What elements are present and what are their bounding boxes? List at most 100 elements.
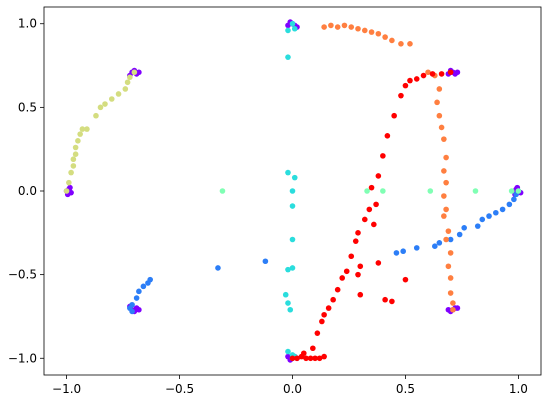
scatter-point	[285, 169, 291, 176]
scatter-point	[285, 54, 291, 60]
scatter-point	[285, 27, 291, 34]
x-tick-label: 0.0	[283, 382, 302, 396]
scatter-point	[425, 69, 431, 76]
scatter-point	[454, 305, 461, 311]
scatter-point	[407, 41, 413, 47]
scatter-point	[486, 213, 492, 219]
scatter-point	[441, 136, 447, 142]
scatter-point	[115, 91, 122, 97]
scatter-point	[339, 275, 346, 281]
scatter-point	[456, 231, 463, 238]
scatter-point	[303, 355, 309, 362]
x-tick-label: 0.5	[396, 382, 415, 396]
scatter-point	[493, 209, 499, 216]
scatter-point	[357, 263, 364, 270]
scatter-point	[289, 188, 296, 194]
scatter-point	[474, 223, 481, 229]
scatter-point	[133, 295, 140, 301]
scatter-point	[447, 290, 454, 296]
x-tick-label: −1.0	[52, 382, 81, 396]
scatter-point	[413, 76, 420, 82]
scatter-point	[371, 221, 377, 228]
scatter-point	[289, 265, 296, 271]
axes-layer: −1.0 −0.5 0.0 0.5 1.0 −1.0 −0.5 0.0 0.5 1.0	[8, 6, 542, 396]
scatter-point	[72, 151, 79, 157]
scatter-point	[436, 240, 443, 246]
scatter-point	[368, 184, 375, 191]
scatter-point	[361, 27, 368, 34]
scatter-point	[506, 201, 513, 208]
scatter-point	[443, 179, 449, 186]
scatter-point	[355, 271, 361, 278]
scatter-point	[70, 156, 77, 163]
scatter-point	[434, 99, 440, 106]
scatter-point	[391, 112, 397, 119]
scatter-point	[508, 188, 515, 194]
scatter-point	[402, 82, 409, 89]
scatter-point	[389, 37, 395, 44]
scatter-point	[454, 69, 461, 76]
scatter-point	[285, 266, 291, 273]
scatter-point	[122, 86, 129, 92]
scatter-point	[301, 350, 307, 357]
scatter-point	[129, 308, 135, 315]
scatter-point	[287, 306, 294, 313]
scatter-point	[328, 22, 334, 29]
scatter-point	[291, 25, 298, 32]
y-tick-label: −0.5	[8, 268, 37, 282]
scatter-point	[361, 216, 368, 223]
scatter-point	[432, 243, 438, 249]
scatter-point	[131, 69, 138, 76]
x-tick-label: 1.0	[509, 382, 528, 396]
scatter-point	[479, 216, 486, 223]
scatter-point	[93, 112, 99, 119]
scatter-point	[450, 300, 456, 306]
scatter-point	[145, 280, 151, 286]
scatter-point	[393, 250, 400, 256]
y-tick-label: 0.0	[18, 184, 37, 198]
scatter-point	[127, 74, 133, 81]
scatter-point	[294, 355, 300, 362]
scatter-point	[443, 154, 449, 161]
scatter-point	[447, 250, 454, 256]
scatter-point	[75, 138, 81, 144]
scatter-point	[316, 355, 323, 362]
scatter-point	[285, 353, 291, 360]
scatter-point	[314, 330, 321, 336]
scatter-point	[307, 355, 314, 362]
scatter-point	[215, 265, 221, 271]
scatter-point	[66, 179, 72, 186]
scatter-point	[445, 228, 452, 234]
scatter-point	[77, 131, 83, 137]
scatter-point	[140, 283, 147, 290]
scatter-point	[341, 22, 348, 29]
scatter-point	[438, 124, 445, 131]
scatter-point	[450, 306, 456, 313]
scatter-point	[310, 345, 316, 352]
scatter-point	[398, 41, 404, 47]
y-tick-label: 1.0	[18, 17, 37, 31]
scatter-point	[407, 77, 413, 84]
scatter-point	[352, 238, 359, 244]
scatter-point	[429, 71, 436, 77]
scatter-point	[375, 30, 382, 37]
scatter-point	[400, 248, 407, 255]
scatter-point	[68, 169, 74, 176]
scatter-point	[289, 355, 296, 362]
scatter-point	[441, 168, 447, 174]
scatter-point	[472, 188, 479, 194]
scatter-point	[398, 92, 404, 99]
scatter-point	[436, 86, 443, 92]
scatter-point	[79, 126, 86, 132]
scatter-point	[330, 296, 336, 303]
scatter-point	[289, 203, 296, 209]
scatter-point	[72, 144, 79, 151]
scatter-point	[312, 355, 318, 362]
scatter-point	[380, 188, 386, 194]
scatter-point	[343, 268, 350, 275]
scatter-point	[402, 276, 409, 283]
scatter-point	[291, 174, 298, 181]
y-tick-label: −1.0	[8, 351, 37, 365]
scatter-point	[373, 201, 379, 208]
